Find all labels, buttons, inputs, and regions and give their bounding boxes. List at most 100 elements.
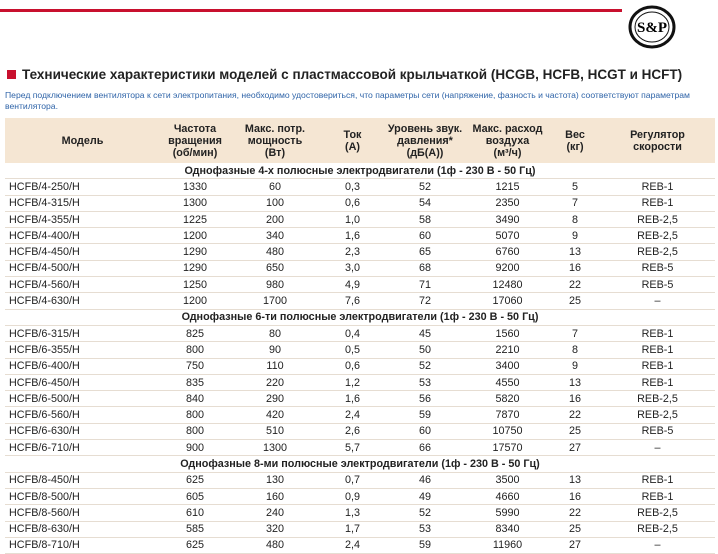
value-cell: 480 bbox=[230, 243, 320, 261]
value-cell: 54 bbox=[385, 195, 465, 212]
value-cell: REB-2,5 bbox=[600, 406, 715, 424]
value-cell: 1200 bbox=[160, 292, 230, 310]
value-cell: 60 bbox=[230, 178, 320, 196]
model-cell: HCFB/6-315/H bbox=[5, 325, 160, 343]
value-cell: REB-1 bbox=[600, 374, 715, 392]
value-cell: 17570 bbox=[465, 439, 550, 457]
value-cell: 510 bbox=[230, 423, 320, 441]
model-cell: HCFB/6-500/H bbox=[5, 390, 160, 408]
value-cell: 52 bbox=[385, 504, 465, 522]
value-cell: 10750 bbox=[465, 423, 550, 441]
value-cell: 1,0 bbox=[320, 211, 385, 229]
data-row: HCFB/6-355/H 800 90 0,5 50 2210 8 REB-1 bbox=[5, 341, 715, 359]
header-line: Макс. потр. bbox=[244, 122, 306, 135]
value-cell: 0,6 bbox=[320, 195, 385, 212]
column-header: Уровень звук. давления* (дБ(А)) bbox=[385, 118, 465, 163]
data-row: HCFB/6-315/H 825 80 0,4 45 1560 7 REB-1 bbox=[5, 325, 715, 343]
model-cell: HCFB/4-315/H bbox=[5, 195, 160, 212]
value-cell: 2,6 bbox=[320, 423, 385, 441]
header-line: Вес bbox=[565, 128, 585, 141]
value-cell: 610 bbox=[160, 504, 230, 522]
value-cell: 3,0 bbox=[320, 260, 385, 278]
value-cell: REB-2,5 bbox=[600, 243, 715, 261]
model-cell: HCFB/4-560/H bbox=[5, 276, 160, 294]
data-row: HCFB/6-560/H 800 420 2,4 59 7870 22 REB-2,5 bbox=[5, 406, 715, 424]
value-cell: 650 bbox=[230, 260, 320, 278]
header-line: (м³/ч) bbox=[493, 146, 522, 159]
value-cell: 220 bbox=[230, 374, 320, 392]
value-cell: 59 bbox=[385, 537, 465, 554]
value-cell: 1,3 bbox=[320, 504, 385, 522]
header-line: скорости bbox=[633, 140, 682, 153]
data-row: HCFB/6-450/H 835 220 1,2 53 4550 13 REB-1 bbox=[5, 374, 715, 392]
title-bullet bbox=[7, 70, 16, 79]
value-cell: 585 bbox=[160, 521, 230, 538]
model-cell: HCFB/8-630/H bbox=[5, 521, 160, 538]
value-cell: 2,3 bbox=[320, 243, 385, 261]
data-row: HCFB/6-400/H 750 110 0,6 52 3400 9 REB-1 bbox=[5, 358, 715, 375]
value-cell: 480 bbox=[230, 537, 320, 554]
value-cell: 1225 bbox=[160, 211, 230, 229]
model-cell: HCFB/8-450/H bbox=[5, 472, 160, 489]
value-cell: 605 bbox=[160, 488, 230, 506]
value-cell: 160 bbox=[230, 488, 320, 506]
value-cell: 17060 bbox=[465, 292, 550, 310]
header-line: Частота bbox=[173, 122, 217, 135]
model-cell: HCFB/8-500/H bbox=[5, 488, 160, 506]
value-cell: 12480 bbox=[465, 276, 550, 294]
value-cell: 1700 bbox=[230, 292, 320, 310]
value-cell: 835 bbox=[160, 374, 230, 392]
value-cell: 290 bbox=[230, 390, 320, 408]
data-row: HCFB/4-560/H 1250 980 4,9 71 12480 22 REB-5 bbox=[5, 276, 715, 294]
header-line: (А) bbox=[345, 140, 360, 153]
value-cell: 13 bbox=[550, 374, 600, 392]
value-cell: 5820 bbox=[465, 390, 550, 408]
value-cell: REB-5 bbox=[600, 260, 715, 278]
value-cell: 7 bbox=[550, 195, 600, 212]
value-cell: 1,2 bbox=[320, 374, 385, 392]
model-cell: HCFB/4-355/H bbox=[5, 211, 160, 229]
value-cell: – bbox=[600, 439, 715, 457]
value-cell: 58 bbox=[385, 211, 465, 229]
header-line: Уровень звук. bbox=[387, 122, 463, 135]
value-cell: REB-2,5 bbox=[600, 390, 715, 408]
value-cell: 6760 bbox=[465, 243, 550, 261]
value-cell: 1200 bbox=[160, 227, 230, 245]
value-cell: 3500 bbox=[465, 472, 550, 489]
model-cell: HCFB/4-500/H bbox=[5, 260, 160, 278]
value-cell: 60 bbox=[385, 423, 465, 441]
data-row: HCFB/8-500/H 605 160 0,9 49 4660 16 REB-1 bbox=[5, 488, 715, 506]
value-cell: REB-1 bbox=[600, 472, 715, 489]
value-cell: 53 bbox=[385, 374, 465, 392]
column-header: Частота вращения (об/мин) bbox=[160, 118, 230, 163]
header-line: воздуха bbox=[485, 134, 530, 147]
value-cell: 80 bbox=[230, 325, 320, 343]
value-cell: 4550 bbox=[465, 374, 550, 392]
page: S&P Технические характеристики моделей с… bbox=[0, 5, 715, 554]
value-cell: 25 bbox=[550, 292, 600, 310]
model-cell: HCFB/4-400/H bbox=[5, 227, 160, 245]
value-cell: 16 bbox=[550, 390, 600, 408]
value-cell: – bbox=[600, 537, 715, 554]
column-header: Модель bbox=[5, 118, 160, 163]
value-cell: REB-1 bbox=[600, 195, 715, 212]
group-row: Однофазные 6-ти полюсные электродвигател… bbox=[5, 309, 715, 326]
value-cell: 2,4 bbox=[320, 537, 385, 554]
header-line: Ток bbox=[343, 128, 362, 141]
value-cell: 750 bbox=[160, 358, 230, 375]
model-cell: HCFB/6-560/H bbox=[5, 406, 160, 424]
header-line: (Вт) bbox=[264, 146, 286, 159]
value-cell: 9 bbox=[550, 227, 600, 245]
value-cell: 45 bbox=[385, 325, 465, 343]
value-cell: 27 bbox=[550, 439, 600, 457]
value-cell: REB-5 bbox=[600, 423, 715, 441]
value-cell: 7 bbox=[550, 325, 600, 343]
value-cell: 1300 bbox=[160, 195, 230, 212]
value-cell: REB-2,5 bbox=[600, 227, 715, 245]
value-cell: 420 bbox=[230, 406, 320, 424]
value-cell: 1330 bbox=[160, 178, 230, 196]
value-cell: 0,6 bbox=[320, 358, 385, 375]
column-header: Макс. расход воздуха (м³/ч) bbox=[465, 118, 550, 163]
header-line: (кг) bbox=[566, 140, 584, 153]
value-cell: REB-2,5 bbox=[600, 211, 715, 229]
